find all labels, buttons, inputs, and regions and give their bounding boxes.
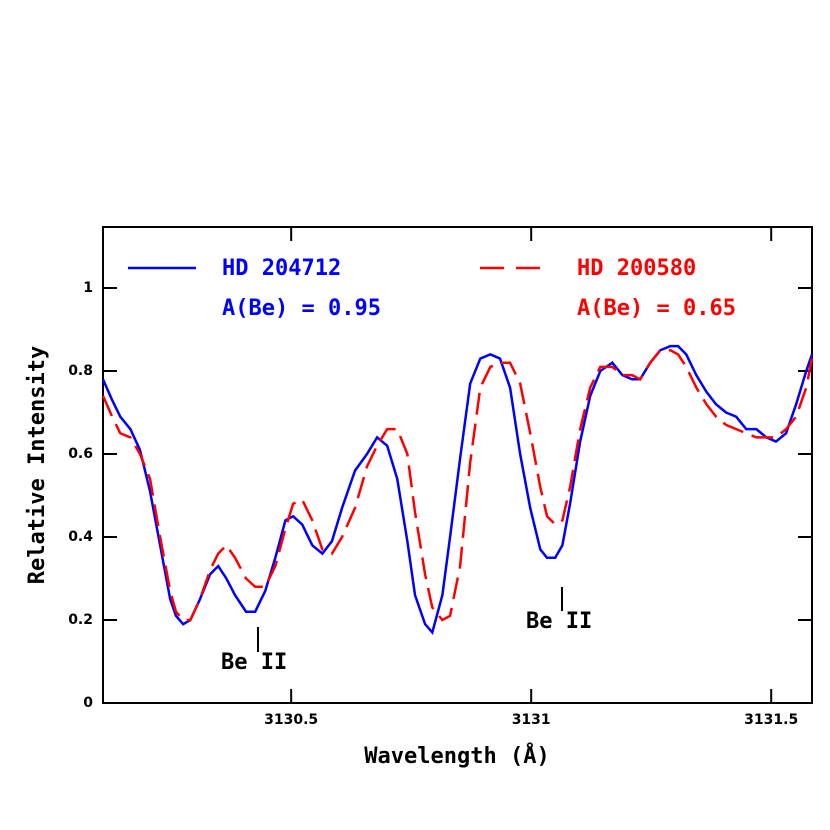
y-tick-label: 0.2 <box>68 612 93 628</box>
annotation: A(Be) = 0.95 <box>222 296 381 321</box>
y-tick-label: 0.6 <box>68 446 93 462</box>
annotation: Be II <box>221 650 287 675</box>
annotation: Be II <box>526 609 592 634</box>
x-tick-label: 3131.5 <box>744 712 798 728</box>
y-axis-label: Relative Intensity <box>25 346 50 584</box>
plot-frame <box>102 226 813 704</box>
y-tick-label: 1 <box>83 280 93 296</box>
y-tick-label: 0 <box>83 695 93 711</box>
x-tick-label: 3131 <box>512 712 551 728</box>
y-tick-label: 0.4 <box>68 529 93 545</box>
x-tick-label: 3130.5 <box>264 712 318 728</box>
legend-label: HD 204712 <box>222 256 341 281</box>
annotation: A(Be) = 0.65 <box>577 296 736 321</box>
legend-label: HD 200580 <box>577 256 696 281</box>
x-axis-label: Wavelength (Å) <box>364 743 549 769</box>
data-line <box>101 349 814 622</box>
y-tick-label: 0.8 <box>68 363 93 379</box>
data-line <box>101 344 814 636</box>
